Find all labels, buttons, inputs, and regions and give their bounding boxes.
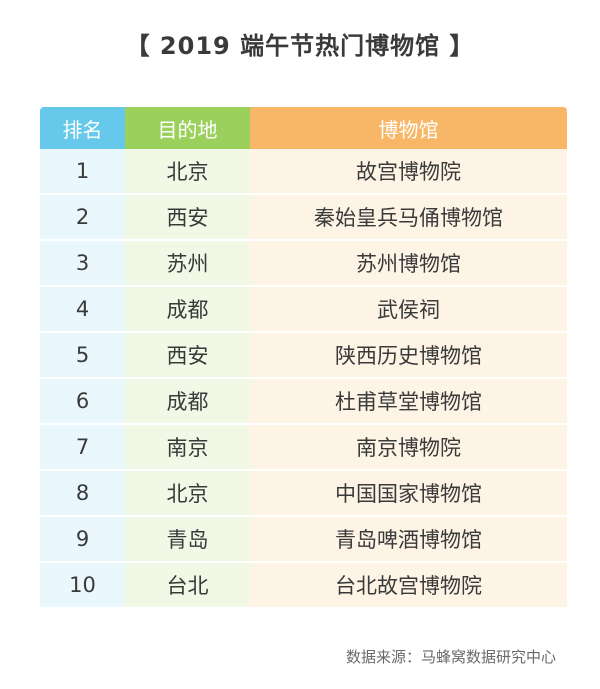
museum-cell: 秦始皇兵马俑博物馆 bbox=[250, 195, 567, 241]
table-row: 6 成都 杜甫草堂博物馆 bbox=[40, 379, 567, 425]
table-row: 1 北京 故宫博物院 bbox=[40, 149, 567, 195]
table-row: 8 北京 中国国家博物馆 bbox=[40, 471, 567, 517]
rank-cell: 1 bbox=[40, 149, 125, 195]
destination-cell: 北京 bbox=[125, 471, 250, 517]
museum-cell: 故宫博物院 bbox=[250, 149, 567, 195]
rank-cell: 7 bbox=[40, 425, 125, 471]
museum-cell: 苏州博物馆 bbox=[250, 241, 567, 287]
museum-cell: 武侯祠 bbox=[250, 287, 567, 333]
rank-cell: 5 bbox=[40, 333, 125, 379]
destination-cell: 苏州 bbox=[125, 241, 250, 287]
rank-cell: 8 bbox=[40, 471, 125, 517]
museum-cell: 中国国家博物馆 bbox=[250, 471, 567, 517]
destination-cell: 西安 bbox=[125, 333, 250, 379]
museum-cell: 杜甫草堂博物馆 bbox=[250, 379, 567, 425]
table-row: 10 台北 台北故宫博物院 bbox=[40, 563, 567, 609]
destination-cell: 青岛 bbox=[125, 517, 250, 563]
rank-cell: 9 bbox=[40, 517, 125, 563]
table-row: 9 青岛 青岛啤酒博物馆 bbox=[40, 517, 567, 563]
table-row: 7 南京 南京博物院 bbox=[40, 425, 567, 471]
table-row: 4 成都 武侯祠 bbox=[40, 287, 567, 333]
destination-cell: 北京 bbox=[125, 149, 250, 195]
destination-cell: 成都 bbox=[125, 287, 250, 333]
museum-cell: 青岛啤酒博物馆 bbox=[250, 517, 567, 563]
chart-title: 【 2019 端午节热门博物馆 】 bbox=[125, 32, 475, 60]
data-source-note: 数据来源：马蜂窝数据研究中心 bbox=[345, 648, 556, 666]
rank-cell: 10 bbox=[40, 563, 125, 609]
destination-cell: 南京 bbox=[125, 425, 250, 471]
table-row: 5 西安 陕西历史博物馆 bbox=[40, 333, 567, 379]
museum-cell: 台北故宫博物院 bbox=[250, 563, 567, 609]
table-row: 2 西安 秦始皇兵马俑博物馆 bbox=[40, 195, 567, 241]
rank-column-header: 排名 bbox=[40, 107, 125, 149]
destination-column-header: 目的地 bbox=[125, 107, 250, 149]
table-header-row: 排名 目的地 博物馆 bbox=[40, 107, 567, 149]
rank-cell: 4 bbox=[40, 287, 125, 333]
table-row: 3 苏州 苏州博物馆 bbox=[40, 241, 567, 287]
table-body: 1 北京 故宫博物院 2 西安 秦始皇兵马俑博物馆 3 苏州 苏州博物馆 4 成都 武侯祠 5 西安 陕西历… bbox=[40, 149, 567, 609]
rank-cell: 6 bbox=[40, 379, 125, 425]
ranking-table: 排名 目的地 博物馆 1 北京 故宫博物院 2 西安 秦始皇兵马俑博物馆 3 苏州 苏州博物馆 4… bbox=[40, 107, 567, 609]
museum-column-header: 博物馆 bbox=[250, 107, 567, 149]
destination-cell: 成都 bbox=[125, 379, 250, 425]
museum-cell: 陕西历史博物馆 bbox=[250, 333, 567, 379]
destination-cell: 台北 bbox=[125, 563, 250, 609]
museum-cell: 南京博物院 bbox=[250, 425, 567, 471]
rank-cell: 2 bbox=[40, 195, 125, 241]
rank-cell: 3 bbox=[40, 241, 125, 287]
destination-cell: 西安 bbox=[125, 195, 250, 241]
